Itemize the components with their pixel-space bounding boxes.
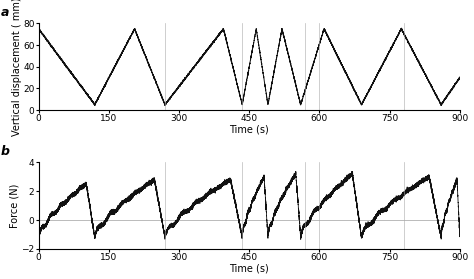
X-axis label: Time (s): Time (s) [229, 125, 269, 135]
Y-axis label: Vertical displacement ( mm): Vertical displacement ( mm) [11, 0, 21, 136]
Y-axis label: Force (N): Force (N) [10, 183, 20, 228]
Text: a: a [0, 6, 9, 19]
Text: b: b [0, 145, 9, 158]
X-axis label: Time (s): Time (s) [229, 263, 269, 273]
